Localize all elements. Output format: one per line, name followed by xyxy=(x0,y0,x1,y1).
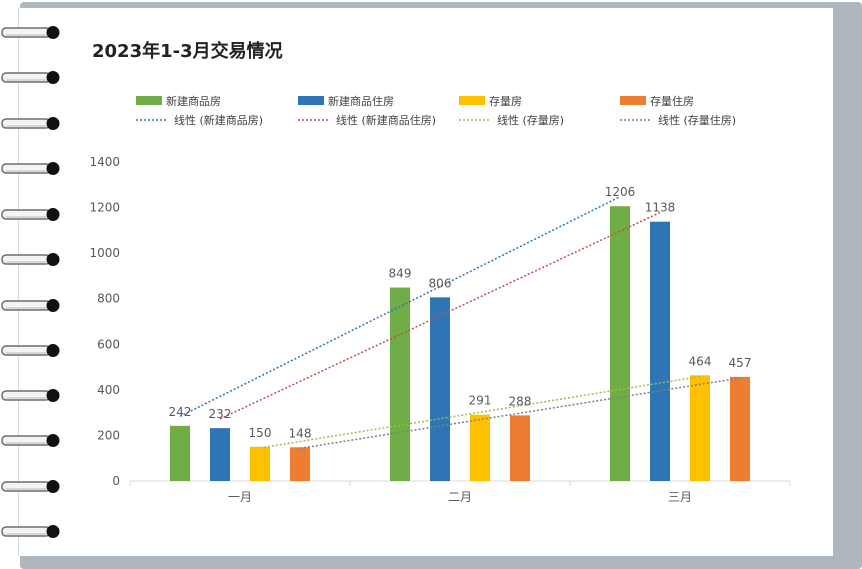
y-tick-label: 400 xyxy=(97,383,120,397)
binding-ring xyxy=(0,205,62,225)
legend-trend-label: 线性 (存量住房) xyxy=(658,113,736,127)
binding-ring xyxy=(0,250,62,270)
data-label: 232 xyxy=(209,407,232,421)
binding-ring xyxy=(0,386,62,406)
trendlines xyxy=(179,196,741,450)
x-tick-label: 一月 xyxy=(228,490,252,504)
legend-swatch xyxy=(298,96,324,105)
bar xyxy=(470,414,490,481)
trendline xyxy=(179,196,621,418)
binding-ring xyxy=(0,341,62,361)
legend-trend-label: 线性 (新建商品住房) xyxy=(336,113,436,127)
y-tick-label: 1000 xyxy=(89,246,120,260)
binding-ring xyxy=(0,23,62,43)
binding-ring xyxy=(0,68,62,88)
data-label: 849 xyxy=(389,267,412,281)
legend-swatch xyxy=(459,96,485,105)
chart-axes: 0 200 400 600 800 1000 1200 1400 一月 二月 三月 xyxy=(89,155,791,504)
y-tick-label: 1200 xyxy=(89,201,120,215)
data-label: 291 xyxy=(469,394,492,408)
chart-bars xyxy=(170,206,750,481)
bar xyxy=(650,221,670,481)
bar xyxy=(690,375,710,481)
legend-trend-label: 线性 (存量房) xyxy=(497,113,564,127)
y-tick-label: 0 xyxy=(112,474,120,488)
legend-label: 新建商品房 xyxy=(166,94,221,108)
binding-ring xyxy=(0,114,62,134)
bar xyxy=(170,425,190,481)
legend-label: 新建商品住房 xyxy=(328,94,394,108)
bar xyxy=(390,287,410,481)
binding-ring xyxy=(0,477,62,497)
legend-label: 存量住房 xyxy=(650,94,694,108)
data-label: 1138 xyxy=(645,201,676,215)
data-label: 806 xyxy=(429,276,452,290)
y-tick-label: 800 xyxy=(97,292,120,306)
bar xyxy=(250,446,270,481)
x-tick-label: 三月 xyxy=(668,490,692,504)
binding-ring xyxy=(0,522,62,542)
x-tick-label: 二月 xyxy=(448,490,472,504)
data-label: 150 xyxy=(249,426,272,440)
bar xyxy=(430,297,450,481)
binding-ring xyxy=(0,296,62,316)
bar xyxy=(510,415,530,481)
data-label: 288 xyxy=(509,394,532,408)
bar xyxy=(610,206,630,481)
legend-trend-label: 线性 (新建商品房) xyxy=(174,113,263,127)
trendline xyxy=(219,211,661,420)
data-label: 464 xyxy=(689,354,712,368)
bar xyxy=(290,447,310,481)
y-tick-label: 600 xyxy=(97,337,120,351)
binding-ring xyxy=(0,159,62,179)
y-tick-label: 200 xyxy=(97,428,120,442)
data-label: 457 xyxy=(729,356,752,370)
binding-ring xyxy=(0,431,62,451)
legend-swatch xyxy=(136,96,162,105)
data-label: 1206 xyxy=(605,185,636,199)
legend-label: 存量房 xyxy=(489,94,522,108)
legend-swatch xyxy=(620,96,646,105)
y-tick-label: 1400 xyxy=(89,155,120,169)
chart-title: 2023年1-3月交易情况 xyxy=(92,41,283,62)
data-label: 242 xyxy=(169,405,192,419)
bar xyxy=(210,428,230,481)
data-label: 148 xyxy=(289,426,312,440)
bar xyxy=(730,376,750,481)
data-labels: 242 849 1206 232 806 1138 150 291 464 148 288 457 xyxy=(169,185,752,440)
